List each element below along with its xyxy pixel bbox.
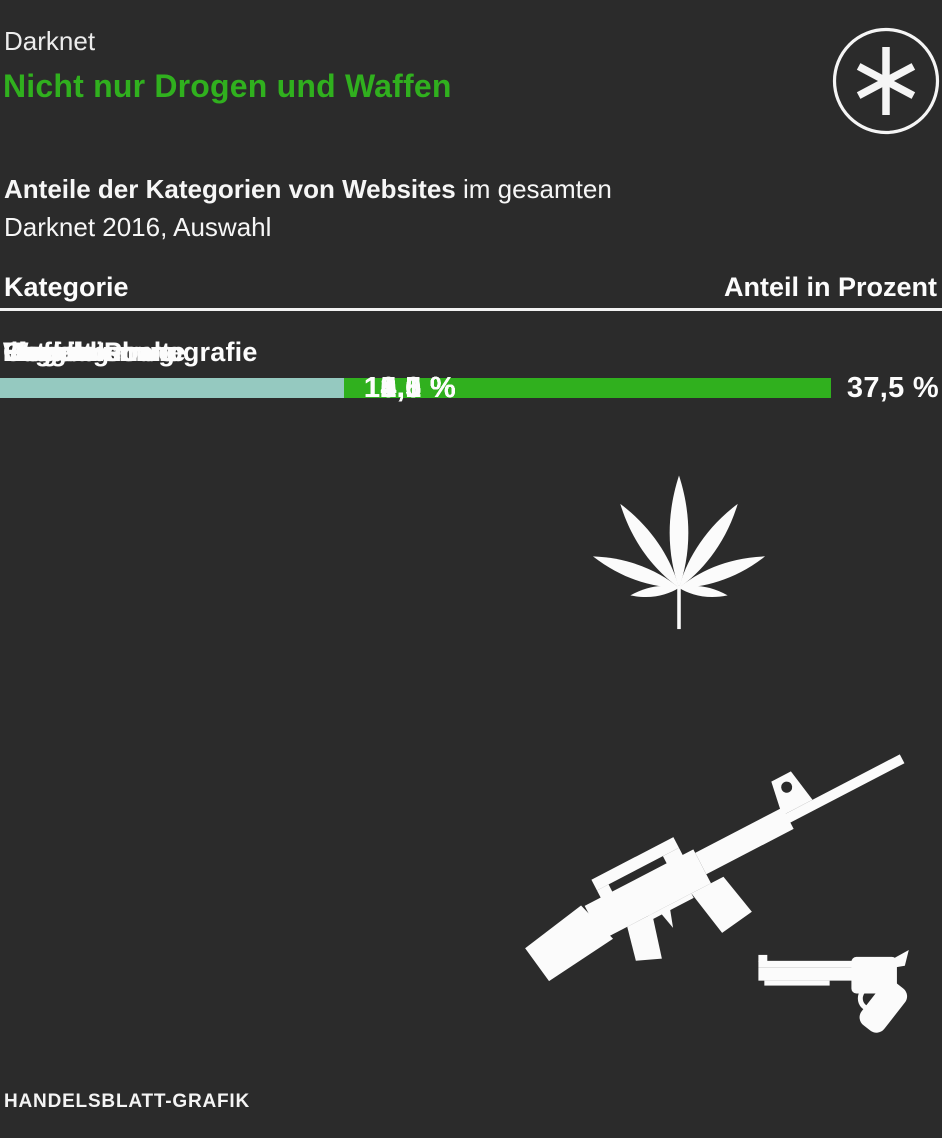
- value-label: 4,5 %: [380, 372, 456, 404]
- subtitle-regular: im gesamten: [455, 174, 612, 204]
- subtitle-line2: Darknet 2016, Auswahl: [4, 212, 272, 242]
- rifle-icon: [525, 754, 905, 982]
- subtitle-line1: Anteile der Kategorien von Websites im g…: [4, 170, 932, 208]
- source-credit: HANDELSBLATT-GRAFIK: [4, 1091, 250, 1112]
- chart-row-waffen: Waffen 1,5 %: [0, 337, 942, 430]
- category-label: Gewalt: [3, 337, 93, 367]
- category-label: Legale Inhalte: [3, 337, 186, 367]
- category-label: Illegale Pornografie: [3, 337, 258, 367]
- category-label: Finanzbetrug: [3, 337, 175, 367]
- value-label: 3,5 %: [380, 372, 456, 404]
- column-header-value: Anteil in Prozent: [723, 272, 937, 302]
- header-divider: [0, 308, 942, 311]
- value-label: 0,6 %: [380, 372, 456, 404]
- column-header-category: Kategorie: [4, 272, 129, 302]
- bar: [0, 378, 14, 398]
- value-label: 15,5 %: [363, 372, 456, 404]
- subtitle-bold: Anteile der Kategorien von Websites: [4, 174, 456, 204]
- value-label: 12,0 %: [363, 372, 456, 404]
- category-label: Waffen: [3, 337, 94, 367]
- asterisk-icon: [832, 27, 940, 135]
- page-title: Nicht nur Drogen und Waffen: [3, 68, 452, 104]
- bar-chart: Legale Inhalte 37,5 % Drogen 15,5 % Fina…: [0, 337, 942, 1081]
- chart-row-gewalt: Gewalt 0,6 %: [0, 337, 942, 430]
- category-label: Hacking: [3, 337, 110, 367]
- category-label: Extremismus: [3, 337, 175, 367]
- chart-subtitle: Anteile der Kategorien von Websites im g…: [4, 170, 932, 246]
- revolver-icon: [758, 949, 909, 1033]
- category-label: Drogen: [3, 337, 99, 367]
- kicker-label: Darknet: [4, 26, 96, 56]
- value-label: 37,5 %: [846, 372, 939, 404]
- value-label: 5,1 %: [380, 372, 456, 404]
- cannabis-leaf-icon: [592, 475, 766, 630]
- value-label: 1,5 %: [380, 372, 456, 404]
